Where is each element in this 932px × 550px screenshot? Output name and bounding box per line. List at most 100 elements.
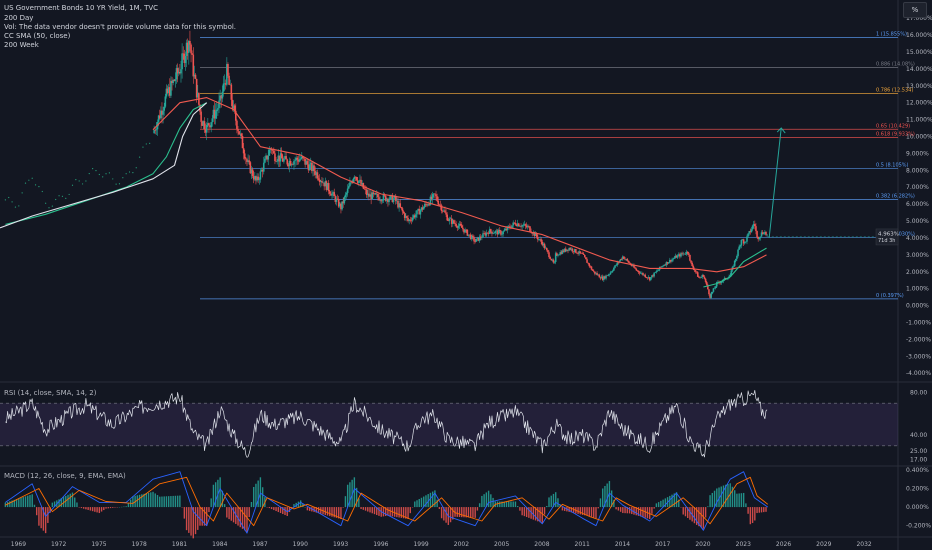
macd-histogram-bar xyxy=(615,507,617,510)
indicator-cc-sma[interactable]: CC SMA (50, close) xyxy=(4,32,71,40)
macd-histogram-bar xyxy=(58,499,60,508)
macd-histogram-bar xyxy=(317,507,320,514)
macd-label[interactable]: MACD (12, 26, close, 9, EMA, EMA) xyxy=(4,472,126,480)
price-candle xyxy=(761,232,764,234)
macd-histogram-bar xyxy=(190,507,192,536)
macd-histogram-bar xyxy=(257,480,259,508)
price-candle xyxy=(322,182,324,184)
price-candle xyxy=(672,258,674,260)
price-candle xyxy=(207,123,209,126)
macd-histogram-bar xyxy=(657,502,660,508)
price-candle xyxy=(371,192,374,200)
price-candle xyxy=(422,207,425,210)
macd-histogram-bar xyxy=(378,507,380,516)
price-candle xyxy=(652,275,654,277)
rsi-label[interactable]: RSI (14, close, SMA, 14, 2) xyxy=(4,389,97,397)
macd-histogram-bar xyxy=(145,493,148,508)
macd-histogram-bar xyxy=(127,502,130,508)
price-candle xyxy=(556,253,558,256)
price-candle xyxy=(249,162,252,174)
indicator-200-day[interactable]: 200 Day xyxy=(4,14,34,22)
price-candle xyxy=(685,251,688,255)
macd-histogram-bar xyxy=(376,507,378,516)
macd-histogram-bar xyxy=(295,502,297,508)
fib-level-label: 0.5 (8.105%) xyxy=(876,163,909,169)
macd-histogram-bar xyxy=(711,492,714,508)
price-candle xyxy=(165,88,168,97)
price-candle xyxy=(200,111,202,122)
price-candle xyxy=(333,192,336,197)
price-candle xyxy=(539,239,541,240)
macd-histogram-bar xyxy=(163,496,165,508)
macd-histogram-bar xyxy=(284,507,286,516)
price-candle xyxy=(161,110,163,115)
price-axis-tick: 0.000% xyxy=(906,303,929,310)
price-candle xyxy=(486,232,489,234)
price-candle xyxy=(326,182,329,190)
price-axis-tick: 15.000% xyxy=(906,49,932,56)
macd-histogram-bar xyxy=(754,507,756,521)
rsi-line xyxy=(5,389,768,458)
price-candle xyxy=(425,203,427,205)
price-candle xyxy=(382,194,385,201)
price-axis-tick: 7.000% xyxy=(906,184,929,191)
indicator-200-week[interactable]: 200 Week xyxy=(4,41,39,49)
price-dot xyxy=(14,206,17,208)
price-candle xyxy=(483,233,485,234)
price-candle xyxy=(373,193,376,195)
price-candle xyxy=(496,230,499,235)
macd-histogram-bar xyxy=(456,507,458,517)
macd-histogram-bar xyxy=(9,501,11,508)
price-dot xyxy=(51,205,53,207)
price-candle xyxy=(325,181,328,190)
price-candle xyxy=(184,55,187,63)
symbol-title[interactable]: US Government Bonds 10 YR Yield, 1M, TVC xyxy=(4,4,159,12)
macd-histogram-bar xyxy=(288,507,291,513)
price-candle xyxy=(588,263,591,267)
macd-histogram-bar xyxy=(537,507,539,522)
macd-histogram-bar xyxy=(230,507,233,521)
price-candle xyxy=(289,160,292,166)
price-candle xyxy=(304,158,306,165)
macd-histogram-bar xyxy=(476,507,479,511)
price-candle xyxy=(294,160,296,162)
macd-histogram-bar xyxy=(619,507,622,512)
price-candle xyxy=(341,201,343,210)
macd-histogram-bar xyxy=(80,507,83,509)
price-candle xyxy=(154,130,157,131)
macd-histogram-bar xyxy=(550,495,552,508)
price-candle xyxy=(692,265,695,269)
percent-scale-button[interactable]: % xyxy=(903,2,927,18)
macd-histogram-bar xyxy=(69,493,71,508)
price-candle xyxy=(234,110,237,121)
macd-histogram-bar xyxy=(136,495,139,508)
price-candle xyxy=(226,64,228,85)
macd-signal-line xyxy=(5,476,769,527)
macd-histogram-bar xyxy=(183,507,186,519)
macd-histogram-bar xyxy=(398,507,400,518)
price-candle xyxy=(328,191,331,194)
price-candle xyxy=(464,229,466,233)
price-candle xyxy=(758,238,761,240)
macd-histogram-bar xyxy=(74,497,76,508)
price-axis-tick: 1.000% xyxy=(906,286,929,293)
price-candle xyxy=(391,195,394,203)
price-candle xyxy=(251,169,254,177)
price-dot xyxy=(95,170,97,172)
macd-histogram-bar xyxy=(49,507,51,513)
price-candle xyxy=(647,277,650,279)
price-candle xyxy=(450,218,453,224)
price-candle xyxy=(299,158,302,160)
rsi-axis-tick: 80.00 xyxy=(910,390,927,397)
price-candle xyxy=(455,224,457,227)
price-candle xyxy=(462,227,464,230)
price-candle xyxy=(466,229,469,236)
macd-histogram-bar xyxy=(308,507,311,511)
price-candle xyxy=(383,194,386,196)
price-axis-tick: -3.000% xyxy=(906,353,931,360)
price-candle xyxy=(617,262,620,264)
price-candle xyxy=(230,84,233,100)
price-candle xyxy=(342,201,344,204)
price-candle xyxy=(417,208,419,211)
